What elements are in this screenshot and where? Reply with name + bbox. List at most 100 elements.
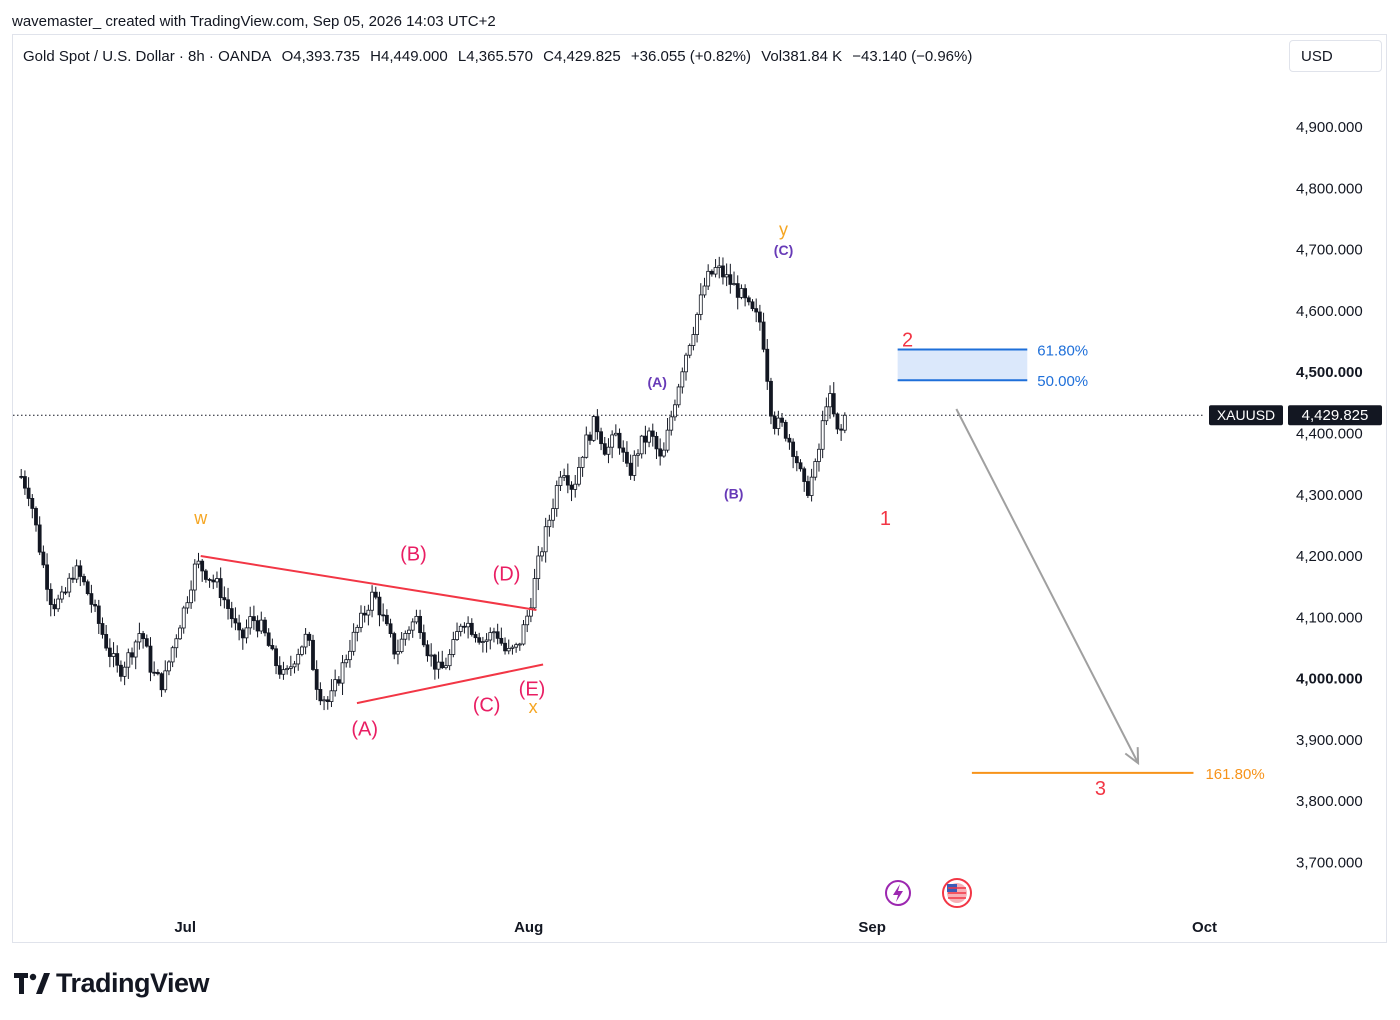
- wave-label: (D): [493, 564, 521, 586]
- candle-body: [558, 476, 563, 486]
- candle-body: [820, 420, 825, 450]
- candle-body: [373, 591, 378, 598]
- candle-body: [277, 665, 282, 675]
- candle-body: [336, 679, 341, 684]
- candle-body: [673, 404, 677, 418]
- candle-body: [392, 633, 397, 655]
- candle-body: [403, 633, 408, 640]
- candle-body: [617, 432, 622, 449]
- candle-body: [141, 633, 145, 640]
- candle-body: [702, 285, 707, 296]
- candle-body: [492, 631, 496, 634]
- candle-body: [540, 551, 544, 557]
- candle-body: [189, 589, 194, 604]
- candle-body: [769, 380, 773, 417]
- candle-body: [625, 451, 629, 464]
- candle-body: [658, 448, 663, 457]
- candle-body: [37, 524, 42, 553]
- candle-body: [82, 576, 86, 583]
- wave-label: 1: [880, 508, 891, 530]
- candle-body: [229, 608, 234, 620]
- candle-body: [440, 661, 445, 669]
- candle-body: [565, 475, 570, 486]
- tradingview-logo[interactable]: TradingView: [14, 968, 210, 999]
- candle-body: [377, 596, 382, 616]
- candle-body: [647, 430, 651, 443]
- y-tick-label: 4,300.000: [1296, 487, 1363, 504]
- candle-body: [569, 484, 574, 490]
- candle-body: [757, 311, 762, 323]
- candle-body: [96, 605, 101, 624]
- y-tick-label: 4,000.000: [1296, 671, 1363, 688]
- candle-body: [152, 671, 157, 674]
- candle-body: [329, 690, 334, 702]
- candle-body: [776, 417, 781, 429]
- candle-body: [813, 461, 818, 478]
- candle-body: [455, 631, 459, 640]
- currency-selector[interactable]: USD: [1289, 40, 1382, 72]
- candle-body: [717, 265, 722, 268]
- fib-zone[interactable]: [897, 349, 1028, 381]
- x-tick-label: Oct: [1192, 919, 1217, 936]
- candle-body: [584, 434, 589, 458]
- candle-body: [761, 321, 766, 350]
- ohlc-low: L4,365.570: [457, 48, 533, 65]
- candle-body: [425, 644, 430, 657]
- candle-body: [506, 647, 511, 652]
- candle-body: [200, 560, 205, 572]
- candle-body: [56, 598, 61, 610]
- candle-body: [732, 283, 736, 285]
- candle-body: [547, 519, 552, 528]
- y-tick-label: 3,800.000: [1296, 793, 1363, 810]
- fib-level-label: 61.80%: [1037, 343, 1088, 360]
- projection-arrow[interactable]: [955, 408, 1139, 764]
- candle-body: [148, 645, 153, 673]
- candle-body: [691, 334, 696, 346]
- x-tick-label: Aug: [514, 919, 543, 936]
- candle-body: [521, 624, 526, 645]
- trendline[interactable]: [200, 555, 537, 611]
- candle-body: [739, 288, 744, 298]
- candle-body: [399, 638, 404, 653]
- y-tick-label: 4,400.000: [1296, 426, 1363, 443]
- candle-body: [503, 642, 507, 652]
- candle-body: [414, 615, 419, 623]
- candle-body: [71, 577, 75, 580]
- candle-body: [23, 476, 27, 489]
- candle-body: [831, 393, 836, 415]
- candle-body: [787, 437, 792, 443]
- candle-body: [577, 467, 581, 485]
- candle-body: [130, 652, 134, 658]
- candle-body: [281, 669, 286, 675]
- candle-body: [163, 670, 168, 691]
- symbol-tag-bg: [1209, 405, 1283, 426]
- fib-level-label: 50.00%: [1037, 373, 1088, 390]
- candle-body: [436, 661, 441, 670]
- y-tick-label: 4,700.000: [1296, 242, 1363, 259]
- candle-body: [119, 664, 123, 677]
- candle-body: [842, 414, 847, 431]
- candle-body: [805, 481, 810, 496]
- candle-body: [133, 641, 138, 658]
- trendline[interactable]: [356, 663, 544, 705]
- candle-body: [192, 563, 197, 591]
- candle-body: [185, 602, 190, 609]
- y-tick-label: 4,200.000: [1296, 548, 1363, 565]
- candle-body: [669, 416, 674, 431]
- wave-label: (A): [351, 719, 378, 741]
- candle-body: [432, 654, 437, 670]
- candle-body: [19, 475, 24, 478]
- symbol-name[interactable]: Gold Spot / U.S. Dollar · 8h · OANDA: [23, 48, 272, 65]
- candle-body: [591, 416, 596, 441]
- wave-label: 3: [1095, 778, 1106, 800]
- candle-body: [562, 475, 567, 478]
- candle-body: [458, 625, 463, 632]
- tradingview-logo-text: TradingView: [56, 968, 210, 998]
- candle-body: [215, 578, 219, 583]
- chart-byline: wavemaster_ created with TradingView.com…: [12, 13, 496, 30]
- candle-body: [196, 560, 201, 565]
- candle-body: [724, 274, 729, 278]
- candle-body: [750, 301, 755, 310]
- y-tick-label: 3,900.000: [1296, 732, 1363, 749]
